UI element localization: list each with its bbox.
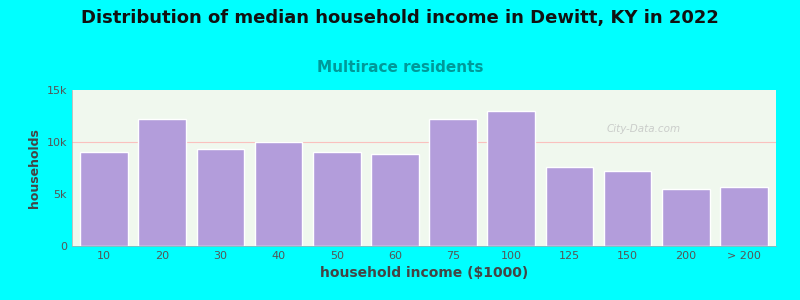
Bar [254, 142, 302, 246]
Bar [546, 167, 594, 246]
Bar [487, 111, 535, 246]
Y-axis label: households: households [28, 128, 41, 208]
Bar [662, 189, 710, 246]
Bar [197, 149, 244, 246]
Bar [604, 171, 651, 246]
Bar [80, 152, 128, 246]
Bar [371, 154, 418, 246]
Text: City-Data.com: City-Data.com [607, 124, 681, 134]
Text: Multirace residents: Multirace residents [317, 60, 483, 75]
Bar [313, 152, 361, 246]
Bar [430, 119, 477, 246]
X-axis label: household income ($1000): household income ($1000) [320, 266, 528, 280]
Bar [138, 119, 186, 246]
Bar [720, 187, 768, 246]
Text: Distribution of median household income in Dewitt, KY in 2022: Distribution of median household income … [81, 9, 719, 27]
